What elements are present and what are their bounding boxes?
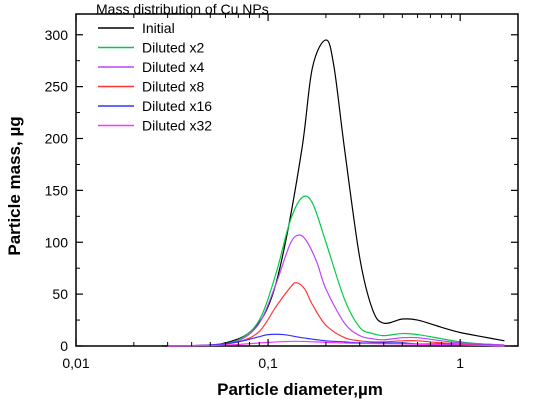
- x-tick-label: 0,1: [258, 355, 278, 371]
- x-tick-label: 1: [456, 355, 464, 371]
- y-tick-label: 50: [52, 286, 68, 302]
- y-tick-label: 100: [45, 234, 69, 250]
- legend-label: Diluted x16: [142, 98, 212, 114]
- y-tick-label: 250: [45, 79, 69, 95]
- legend-label: Diluted x32: [142, 118, 212, 134]
- series-line-diluted-x2: [167, 195, 505, 347]
- plot-area: [75, 13, 519, 347]
- legend-label: Diluted x8: [142, 79, 204, 95]
- legend: Mass distribution of Cu NPs Initial Dilut…: [96, 1, 269, 134]
- y-tick-label: 300: [45, 27, 69, 43]
- series-line-diluted-x4: [167, 234, 505, 347]
- y-axis-ticks: 0 50 100 150 200 250 300: [45, 27, 518, 354]
- legend-label: Diluted x4: [142, 59, 204, 75]
- plot-frame: [75, 13, 519, 347]
- y-axis-title: Particle mass, µg: [5, 116, 24, 255]
- y-tick-label: 150: [45, 182, 69, 198]
- x-axis-ticks: 0,01 0,1 1: [62, 14, 519, 371]
- legend-label: Diluted x2: [142, 40, 204, 56]
- x-tick-label: 0,01: [62, 355, 89, 371]
- y-tick-label: 200: [45, 131, 69, 147]
- series-line-diluted-x32: [167, 340, 505, 347]
- legend-label: Initial: [142, 20, 175, 36]
- y-tick-label: 0: [60, 338, 68, 354]
- x-axis-title: Particle diameter,µm: [217, 380, 383, 399]
- series-line-diluted-x8: [167, 282, 505, 347]
- series-layer: [161, 39, 505, 347]
- chart-title: Mass distribution of Cu NPs: [96, 1, 269, 17]
- series-line-diluted-x16: [167, 333, 505, 347]
- series-line-initial: [161, 39, 505, 347]
